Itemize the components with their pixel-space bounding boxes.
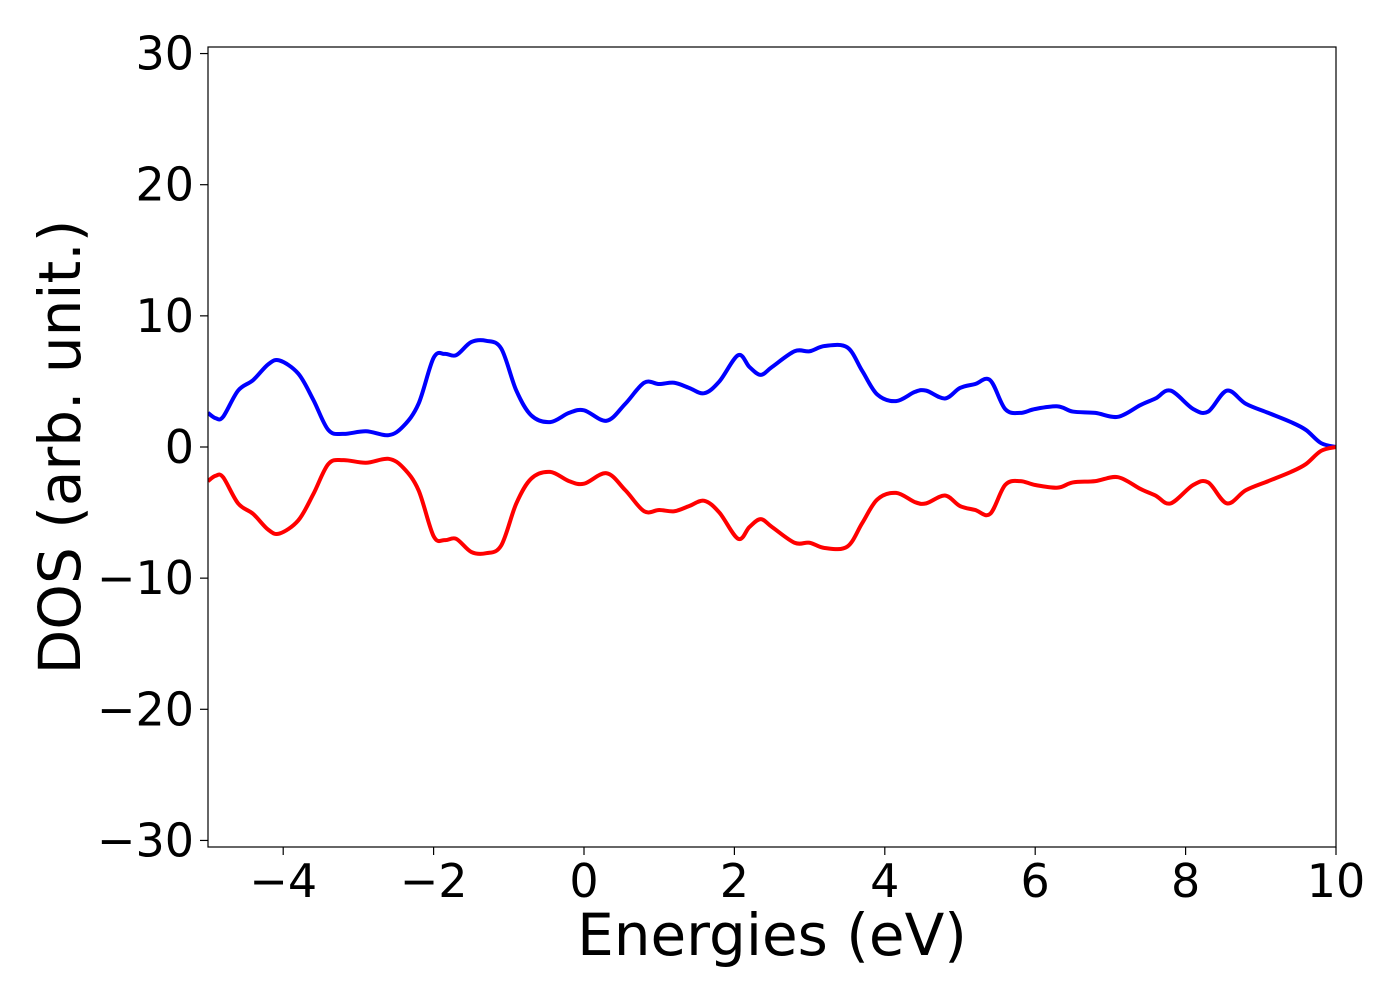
y-tick-label: 0 xyxy=(165,420,194,474)
y-tick-label: 30 xyxy=(135,27,194,81)
x-axis: −4 −2 0 2 4 6 8 10 xyxy=(249,847,1365,908)
x-tick-label: 8 xyxy=(1171,854,1200,908)
x-tick-label: −4 xyxy=(249,854,317,908)
y-tick-label: 20 xyxy=(135,158,194,212)
series-line-0 xyxy=(208,338,1336,449)
series-layer xyxy=(208,338,1336,556)
x-tick-label: 10 xyxy=(1307,854,1366,908)
x-tick-label: 4 xyxy=(870,854,899,908)
y-axis: −30 −20 −10 0 10 20 30 xyxy=(97,27,208,867)
y-tick-label: −30 xyxy=(97,813,194,867)
y-tick-label: −20 xyxy=(97,682,194,736)
x-axis-title: Energies (eV) xyxy=(577,901,967,969)
series-line-1 xyxy=(208,445,1336,556)
y-axis-title: DOS (arb. unit.) xyxy=(26,220,94,675)
x-tick-label: 6 xyxy=(1021,854,1050,908)
y-tick-label: −10 xyxy=(97,551,194,605)
x-tick-label: 2 xyxy=(720,854,749,908)
x-tick-label: −2 xyxy=(400,854,468,908)
plot-frame xyxy=(207,46,1337,848)
x-tick-label: 0 xyxy=(569,854,598,908)
y-tick-label: 10 xyxy=(135,289,194,343)
